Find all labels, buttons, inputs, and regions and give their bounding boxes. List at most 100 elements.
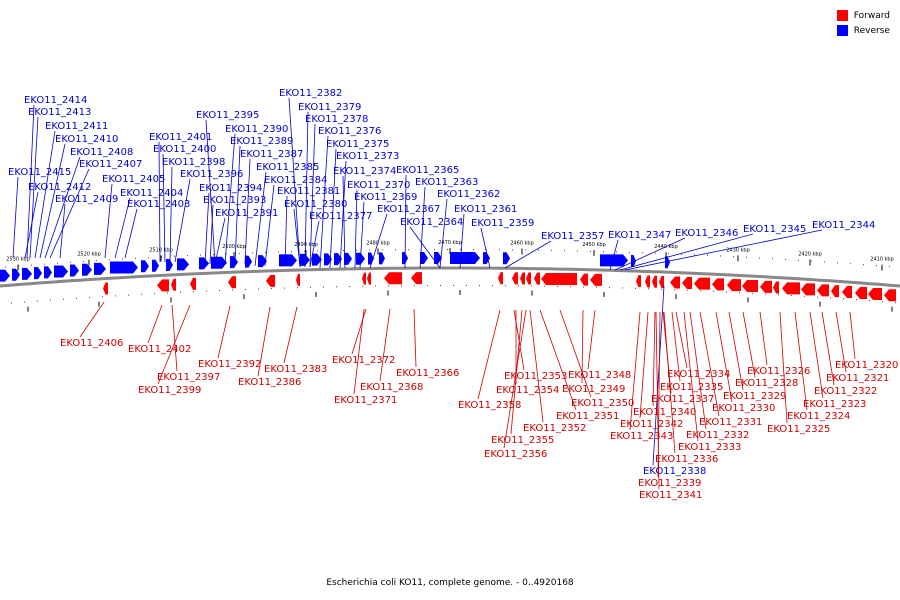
forward-gene-leader [663,311,676,454]
reverse-gene-leader [439,198,448,269]
reverse-gene-label: EKO11_2409 [55,194,118,205]
legend-reverse: Reverse [836,23,890,38]
gene-arrow [12,268,20,281]
gene-arrow [855,287,867,300]
scale-tick-label: 2440 kbp [654,244,678,250]
reverse-gene-leader [609,239,619,271]
reverse-gene-leader [214,217,226,265]
forward-gene-label: EKO11_2352 [523,423,586,434]
reverse-gene-label: EKO11_2393 [203,195,266,206]
gene-arrow [279,254,297,267]
minor-tick [388,285,389,287]
reverse-gene-leader [59,203,66,259]
forward-gene-label: EKO11_2325 [767,424,830,435]
minor-tick [856,299,857,301]
forward-gene-label: EKO11_2322 [814,386,877,397]
reverse-gene-leader [342,175,346,269]
forward-gene-leader [639,311,649,419]
reverse-gene-label: EKO11_2377 [309,211,372,222]
minor-tick [187,255,188,257]
reverse-strand-genes [0,252,670,282]
reverse-gene-label: EKO11_2338 [643,466,706,477]
minor-tick [616,251,617,253]
gene-arrow [580,273,588,286]
forward-gene-label: EKO11_2368 [360,382,423,393]
legend-reverse-label: Reverse [853,25,890,36]
minor-tick [590,250,591,252]
forward-gene-leader [79,301,105,338]
forward-gene-label: EKO11_2371 [334,395,397,406]
minor-tick [343,250,344,252]
minor-tick [564,250,565,252]
reverse-swatch [836,25,848,36]
minor-tick [876,265,877,267]
gene-arrow [801,283,815,296]
scale-tick-label: 2500 kbp [222,244,246,250]
gene-arrow [520,272,525,285]
minor-tick [317,250,318,252]
minor-tick [752,292,753,294]
minor-tick [226,253,227,255]
gene-arrow [782,282,800,295]
minor-tick [765,293,766,295]
reverse-gene-leader [504,240,552,269]
reverse-gene-label: EKO11_2376 [318,126,381,137]
scale-tick-label: 2410 kbp [870,257,894,263]
minor-tick [648,288,649,290]
minor-tick [375,285,376,287]
reverse-gene-label: EKO11_2415 [8,167,71,178]
forward-gene-label: EKO11_2349 [562,384,625,395]
forward-gene-leader [477,309,501,400]
reverse-gene-label: EKO11_2362 [437,189,500,200]
forward-gene-leader [652,311,656,407]
gene-arrow [694,277,710,290]
minor-ticks [5,249,896,304]
gene-arrow [659,275,664,288]
gene-arrow [166,258,173,271]
reverse-gene-leader [419,186,426,269]
gene-arrow [503,252,510,265]
minor-tick [11,302,12,304]
minor-tick [265,252,266,254]
gene-arrow [652,275,657,288]
forward-gene-leader [821,311,835,386]
minor-tick [707,254,708,256]
gene-arrow [34,267,42,280]
minor-tick [577,250,578,252]
minor-tick [70,261,71,263]
minor-tick [128,294,129,296]
minor-tick [408,249,409,251]
forward-gene-label: EKO11_2320 [835,360,898,371]
gene-arrow [631,254,636,267]
gene-arrow [296,274,300,287]
minor-tick [486,249,487,251]
forward-gene-leader [581,309,584,384]
scale-tick-label: 2520 kbp [77,252,101,258]
minor-tick [382,249,383,251]
minor-tick [356,249,357,251]
reverse-gene-label: EKO11_2347 [608,230,671,241]
minor-tick [492,285,493,287]
minor-tick [453,285,454,287]
forward-gene-leader [699,311,720,417]
minor-tick [538,249,539,251]
scale-tick-label: 2510 kbp [149,247,173,253]
minor-tick [772,258,773,260]
reverse-gene-label: EKO11_2367 [377,204,440,215]
gene-arrow [199,257,209,270]
minor-tick [739,292,740,294]
gene-arrow [94,262,106,275]
reverse-gene-label: EKO11_2414 [24,95,87,106]
minor-tick [674,289,675,291]
minor-tick [83,260,84,262]
scale-tick-label: 2450 kbp [582,242,606,248]
reverse-gene-leader [39,143,66,259]
forward-gene-label: EKO11_2323 [803,399,866,410]
minor-tick [603,251,604,253]
minor-tick [557,285,558,287]
reverse-gene-leader [619,233,754,271]
minor-tick [323,286,324,288]
forward-gene-label: EKO11_2402 [128,344,191,355]
reverse-gene-leader [304,111,309,268]
